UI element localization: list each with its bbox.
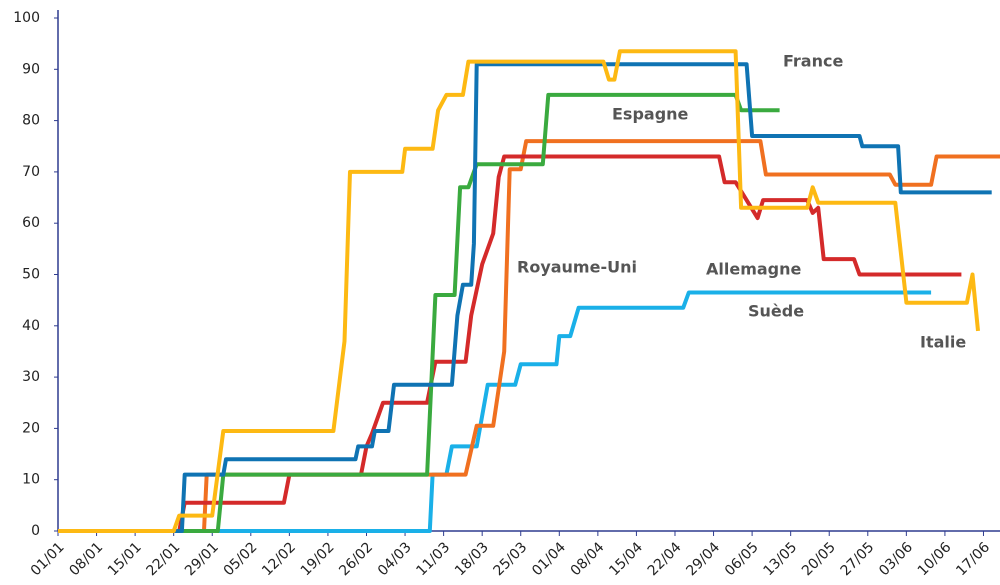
series-line (58, 139, 1000, 533)
x-tick-label: 01/01 (28, 539, 68, 579)
series-line (58, 92, 780, 533)
x-tick-label: 12/02 (259, 539, 299, 579)
x-tick-label: 05/02 (221, 539, 261, 579)
x-tick-label: 26/02 (336, 539, 376, 579)
series-label: Italie (920, 333, 966, 352)
x-tick-label: 13/05 (760, 539, 800, 579)
x-tick-label: 08/04 (568, 539, 608, 579)
series-line (58, 62, 992, 533)
series-label: Suède (748, 302, 804, 321)
x-tick-label: 04/03 (375, 539, 415, 579)
series-label: Allemagne (706, 260, 802, 279)
x-tick-label: 10/06 (915, 539, 955, 579)
series-label: Espagne (612, 105, 689, 124)
y-tick-label: 70 (22, 164, 40, 180)
series-line (58, 49, 980, 533)
x-tick-label: 01/04 (529, 539, 569, 579)
x-tick-label: 20/05 (799, 539, 839, 579)
x-tick-label: 29/01 (182, 539, 222, 579)
x-tick-label: 08/01 (66, 539, 106, 579)
y-tick-label: 50 (22, 267, 40, 283)
y-tick-label: 20 (22, 420, 40, 436)
series-label: Royaume-Uni (517, 258, 637, 277)
y-tick-label: 100 (13, 10, 40, 26)
y-tick-label: 0 (31, 523, 40, 539)
x-tick-label: 27/05 (838, 539, 878, 579)
y-tick-label: 30 (22, 369, 40, 385)
x-tick-label: 25/03 (491, 539, 531, 579)
x-tick-label: 17/06 (953, 539, 993, 579)
x-tick-label: 18/03 (452, 539, 492, 579)
x-tick-label: 06/05 (722, 539, 762, 579)
x-tick-label: 22/01 (143, 539, 183, 579)
x-tick-label: 15/04 (606, 539, 646, 579)
x-tick-label: 15/01 (105, 539, 145, 579)
x-tick-label: 29/04 (683, 539, 723, 579)
y-tick-label: 80 (22, 113, 40, 129)
y-tick-label: 40 (22, 318, 40, 334)
x-tick-label: 03/06 (876, 539, 916, 579)
x-tick-label: 22/04 (645, 539, 685, 579)
series-label: France (783, 52, 843, 71)
y-tick-label: 90 (22, 61, 40, 77)
y-tick-label: 10 (22, 472, 40, 488)
y-tick-label: 60 (22, 215, 40, 231)
x-tick-label: 11/03 (413, 539, 453, 579)
x-tick-label: 19/02 (298, 539, 338, 579)
